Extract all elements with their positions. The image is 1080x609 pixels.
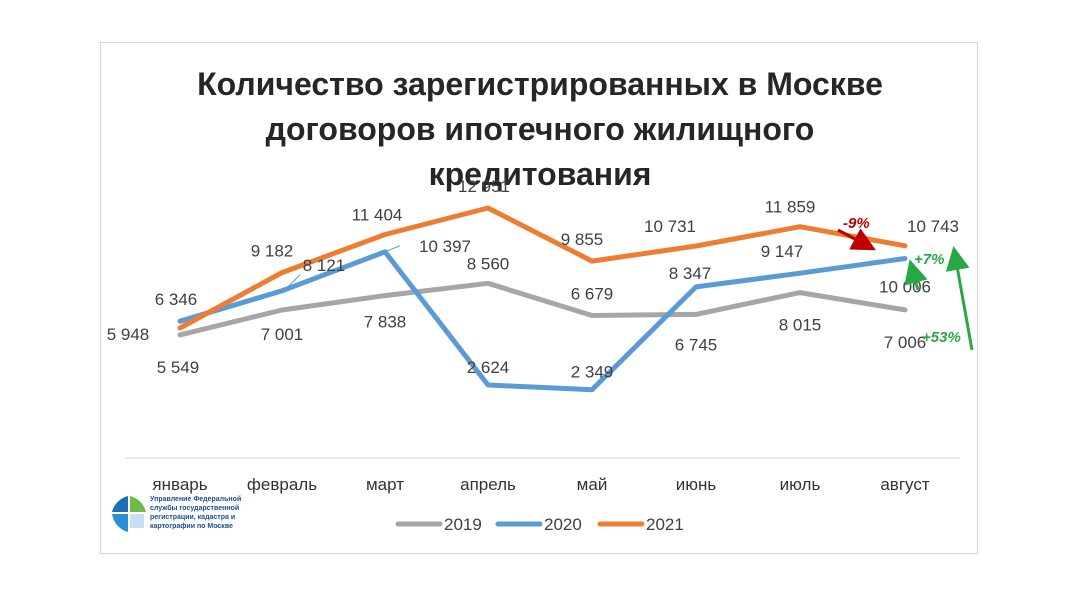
series-2019-data-label: 8 560 [467,254,510,273]
x-tick-label: июль [780,475,821,494]
series-2019-legend-label: 2019 [444,515,482,534]
x-tick-label: май [577,475,608,494]
logo-text-line: регистрации, кадастра и [150,514,236,521]
x-tick-label: январь [152,475,207,494]
series-2019-data-label: 6 745 [675,335,718,354]
x-tick-label: июнь [676,475,717,494]
minus-9-arrow [837,228,876,251]
series-2020-data-label: 8 121 [303,256,346,275]
chart-title-line-2: договоров ипотечного жилищного [265,111,815,147]
series-2020-data-label: 9 147 [761,242,804,261]
annotation-plus-53: +53% [922,329,961,346]
series-2020-line [177,249,908,393]
series-2020-data-label: 8 347 [669,264,712,283]
series-2020-data-label: 10 006 [879,277,931,296]
series-2020-data-label: 6 346 [155,290,198,309]
series-2020-data-label: 2 349 [571,363,614,382]
chart-title-line-3: кредитования [428,156,652,192]
logo-text-line: картографии по Москве [150,523,233,530]
series-2021-data-label: 9 855 [561,230,604,249]
data-label-leader-line [384,245,401,253]
rosreestr-logo-icon [112,496,146,532]
chart-title-line-1: Количество зарегистрированных в Москве [197,66,883,102]
x-tick-label: апрель [460,475,516,494]
x-tick-label: август [880,475,929,494]
series-2021-data-label: 11 404 [352,206,403,225]
series-2020-data-label: 2 624 [467,358,510,377]
series-2019-data-label: 8 015 [779,316,822,335]
series-2019-data-label: 7 006 [884,333,927,352]
series-2021-data-label: 10 731 [644,217,696,236]
series-2021-data-label: 5 948 [107,325,150,344]
series-2021-legend-label: 2021 [646,515,684,534]
annotation-plus-7: +7% [914,251,944,268]
logo-text-line: службы государственной [150,505,240,512]
plus-53-arrow [945,246,974,351]
series-2021-data-label: 11 859 [765,198,816,217]
x-tick-label: февраль [247,475,317,494]
series-2020-data-label: 10 397 [419,237,471,256]
series-2021-line [177,205,908,331]
series-2019-data-label: 6 679 [571,285,614,304]
series-2021-data-label: 9 182 [251,242,294,261]
series-2019-data-label: 7 838 [364,313,407,332]
annotation-minus-9: -9% [843,215,870,232]
data-label-leader-line [281,274,301,294]
x-tick-label: март [366,475,404,494]
logo-text-line: Управление Федеральной [150,496,242,503]
series-2019-data-label: 7 001 [261,325,304,344]
logo-text: Управление Федеральной службы государств… [150,495,260,531]
series-2019-data-label: 5 549 [157,358,200,377]
plus-7-arrow [904,259,928,291]
series-2019-line [177,280,908,338]
series-2020-legend-label: 2020 [544,515,582,534]
series-2021-data-label: 12 951 [458,177,510,196]
series-2021-data-label: 10 743 [907,217,959,236]
chart-title: Количество зарегистрированных в Москве д… [130,62,950,197]
